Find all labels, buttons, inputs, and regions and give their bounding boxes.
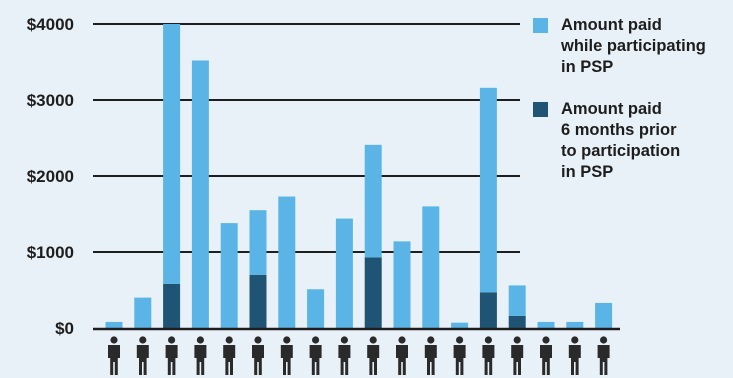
bar-segment-participating bbox=[595, 302, 613, 328]
y-axis-tick-labels: $0 $1000 $2000 $3000 $4000 bbox=[27, 15, 74, 338]
bars bbox=[105, 24, 613, 328]
bar-segment-participating bbox=[566, 321, 584, 328]
person-icon bbox=[597, 336, 610, 375]
bar-segment-participating bbox=[191, 60, 209, 328]
person-icon bbox=[540, 336, 552, 375]
person-icon bbox=[108, 336, 120, 375]
bar-segment-prior bbox=[163, 283, 181, 328]
y-tick-label: $4000 bbox=[27, 15, 74, 34]
bar-segment-participating bbox=[335, 218, 353, 328]
bar-segment-participating bbox=[105, 321, 123, 328]
person-icon bbox=[453, 336, 466, 375]
person-icon bbox=[309, 336, 322, 375]
person-icon bbox=[424, 336, 437, 375]
legend-label: Amount paid 6 months prior to participatio… bbox=[561, 100, 680, 181]
bar-segment-participating bbox=[220, 223, 238, 328]
person-icon bbox=[136, 336, 149, 375]
legend-swatch bbox=[533, 18, 548, 33]
bar-segment-participating bbox=[451, 322, 469, 328]
legend-swatch bbox=[533, 102, 548, 117]
y-tick-label: $2000 bbox=[27, 167, 74, 186]
person-icon bbox=[280, 336, 293, 375]
legend: Amount paid while participating in PSP Amou… bbox=[533, 16, 706, 181]
bar-segment-participating bbox=[134, 297, 152, 328]
bar-segment-participating bbox=[508, 285, 526, 316]
person-icon bbox=[165, 336, 178, 375]
person-icon bbox=[568, 336, 581, 375]
bar-segment-participating bbox=[249, 210, 267, 275]
bar-segment-participating bbox=[479, 87, 497, 293]
y-tick-label: $3000 bbox=[27, 91, 74, 110]
y-tick-label: $1000 bbox=[27, 243, 74, 262]
bar-segment-participating bbox=[278, 196, 296, 328]
bar-segment-participating bbox=[364, 144, 382, 258]
bar-segment-participating bbox=[393, 241, 411, 328]
category-person-icons bbox=[108, 336, 610, 375]
person-icon bbox=[194, 336, 207, 375]
bar-segment-participating bbox=[163, 24, 181, 284]
legend-label: Amount paid while participating in PSP bbox=[560, 16, 706, 76]
person-icon bbox=[251, 336, 264, 375]
bar-segment-prior bbox=[249, 274, 267, 328]
person-icon bbox=[482, 336, 495, 375]
bar-segment-participating bbox=[537, 321, 555, 328]
bar-segment-participating bbox=[307, 289, 325, 328]
bar-segment-prior bbox=[364, 257, 382, 328]
person-icon bbox=[338, 336, 351, 375]
y-tick-label: $0 bbox=[55, 319, 74, 338]
person-icon bbox=[367, 336, 380, 375]
gridlines bbox=[93, 23, 520, 253]
person-icon bbox=[223, 336, 236, 375]
bar-segment-prior bbox=[479, 292, 497, 328]
person-icon bbox=[395, 336, 408, 375]
bar-segment-prior bbox=[508, 315, 526, 328]
bar-segment-participating bbox=[422, 206, 440, 328]
person-icon bbox=[511, 336, 524, 375]
